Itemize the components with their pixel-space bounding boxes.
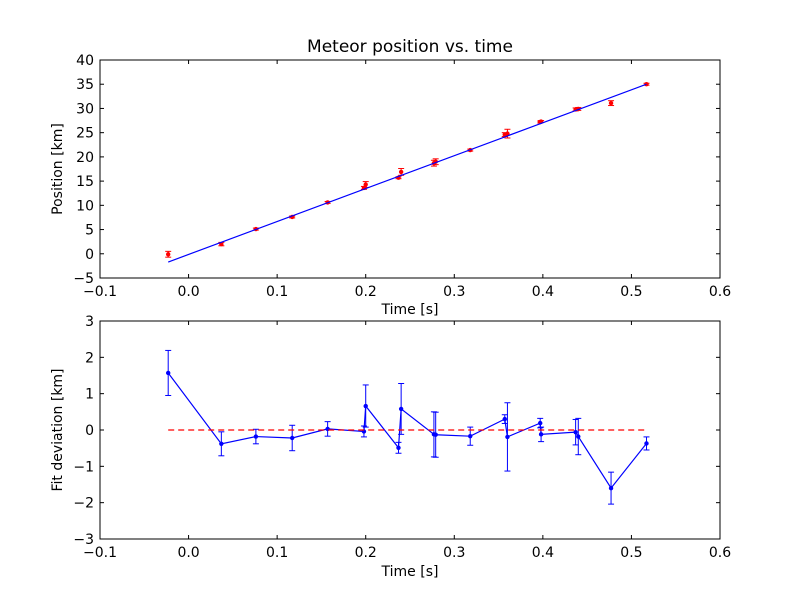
- position-x-tick-label: 0.6: [709, 284, 731, 300]
- position-y-tick-label: 15: [76, 174, 94, 190]
- deviation-x-tick-label: 0.3: [443, 545, 465, 561]
- position-data-point: [398, 169, 404, 175]
- position-y-tick-label: 0: [85, 247, 94, 263]
- deviation-y-tick-label: −1: [73, 459, 94, 475]
- deviation-y-tick-label: 1: [85, 387, 94, 403]
- position-ticks: −0.1 0.0 0.1 0.2 0.3 0.4 0.5 0.6 −5 0 5 10 15 20 25 30 3…: [73, 53, 731, 300]
- position-data-point: [363, 182, 368, 187]
- position-marks: [165, 82, 650, 263]
- deviation-x-tick-label: 0.5: [620, 545, 642, 561]
- position-y-tick-label: 5: [85, 223, 94, 239]
- deviation-x-axis-label: Time [s]: [381, 564, 439, 580]
- deviation-ticks: −0.1 0.0 0.1 0.2 0.3 0.4 0.5 0.6 −3 −2 −1 0 1 2 3: [73, 314, 731, 561]
- position-y-tick-label: 25: [76, 126, 94, 142]
- position-y-tick-label: −5: [73, 271, 94, 287]
- deviation-data-point: [538, 432, 544, 437]
- position-data-point: [608, 100, 614, 106]
- position-data-point: [166, 252, 171, 257]
- position-x-tick-label: 0.1: [266, 284, 288, 300]
- deviation-axes-frame: [99, 320, 721, 540]
- deviation-y-tick-label: −2: [73, 496, 94, 512]
- deviation-data-point: [505, 434, 510, 440]
- deviation-y-tick-label: −3: [73, 532, 94, 548]
- deviation-data-point: [363, 403, 368, 409]
- deviation-panel: −0.1 0.0 0.1 0.2 0.3 0.4 0.5 0.6 −3 −2 −1 0 1 2 3 Time…: [50, 314, 731, 580]
- position-x-tick-label: −0.1: [83, 284, 117, 300]
- deviation-x-tick-label: 0.1: [266, 545, 288, 561]
- deviation-marks: [165, 349, 650, 505]
- deviation-data-point: [219, 441, 224, 447]
- position-x-tick-label: 0.0: [177, 284, 199, 300]
- deviation-data-point: [573, 429, 578, 435]
- deviation-y-axis-label: Fit deviation [km]: [50, 368, 66, 491]
- position-y-axis-label: Position [km]: [50, 123, 66, 215]
- deviation-data-point: [253, 434, 259, 439]
- position-plot-area: [100, 60, 720, 278]
- position-data-point: [505, 131, 510, 136]
- deviation-y-tick-label: 0: [85, 423, 94, 439]
- deviation-x-tick-label: 0.2: [355, 545, 377, 561]
- position-y-tick-label: 35: [76, 77, 94, 93]
- deviation-data-point: [166, 370, 171, 376]
- position-x-tick-label: 0.4: [532, 284, 554, 300]
- deviation-data-point: [398, 406, 404, 412]
- deviation-data-point: [576, 434, 581, 439]
- deviation-y-tick-label: 2: [85, 350, 94, 366]
- position-chart-title: Meteor position vs. time: [307, 37, 513, 57]
- position-x-axis-label: Time [s]: [381, 302, 439, 318]
- position-fit-line: [167, 83, 647, 263]
- deviation-data-point: [644, 441, 649, 446]
- deviation-data-point: [290, 435, 295, 441]
- deviation-x-tick-label: 0.4: [532, 545, 554, 561]
- deviation-data-point: [538, 420, 543, 426]
- position-y-tick-label: 40: [76, 53, 94, 69]
- deviation-data-point: [608, 485, 614, 491]
- position-panel: −0.1 0.0 0.1 0.2 0.3 0.4 0.5 0.6 −5 0 5 10 15 20 25 30 3…: [50, 37, 731, 318]
- deviation-data-point: [433, 432, 438, 437]
- deviation-data-point: [502, 416, 507, 422]
- deviation-x-tick-label: 0.6: [709, 545, 731, 561]
- position-x-tick-label: 0.3: [443, 284, 465, 300]
- deviation-data-point: [468, 433, 473, 439]
- position-x-tick-label: 0.2: [355, 284, 377, 300]
- position-axes-frame: [99, 59, 721, 279]
- deviation-x-tick-label: 0.0: [177, 545, 199, 561]
- position-y-tick-label: 30: [76, 101, 94, 117]
- deviation-y-tick-label: 3: [85, 314, 94, 330]
- deviation-data-point: [396, 445, 401, 451]
- position-y-tick-label: 10: [76, 198, 94, 214]
- deviation-x-tick-label: −0.1: [83, 545, 117, 561]
- position-x-tick-label: 0.5: [620, 284, 642, 300]
- position-y-tick-label: 20: [76, 150, 94, 166]
